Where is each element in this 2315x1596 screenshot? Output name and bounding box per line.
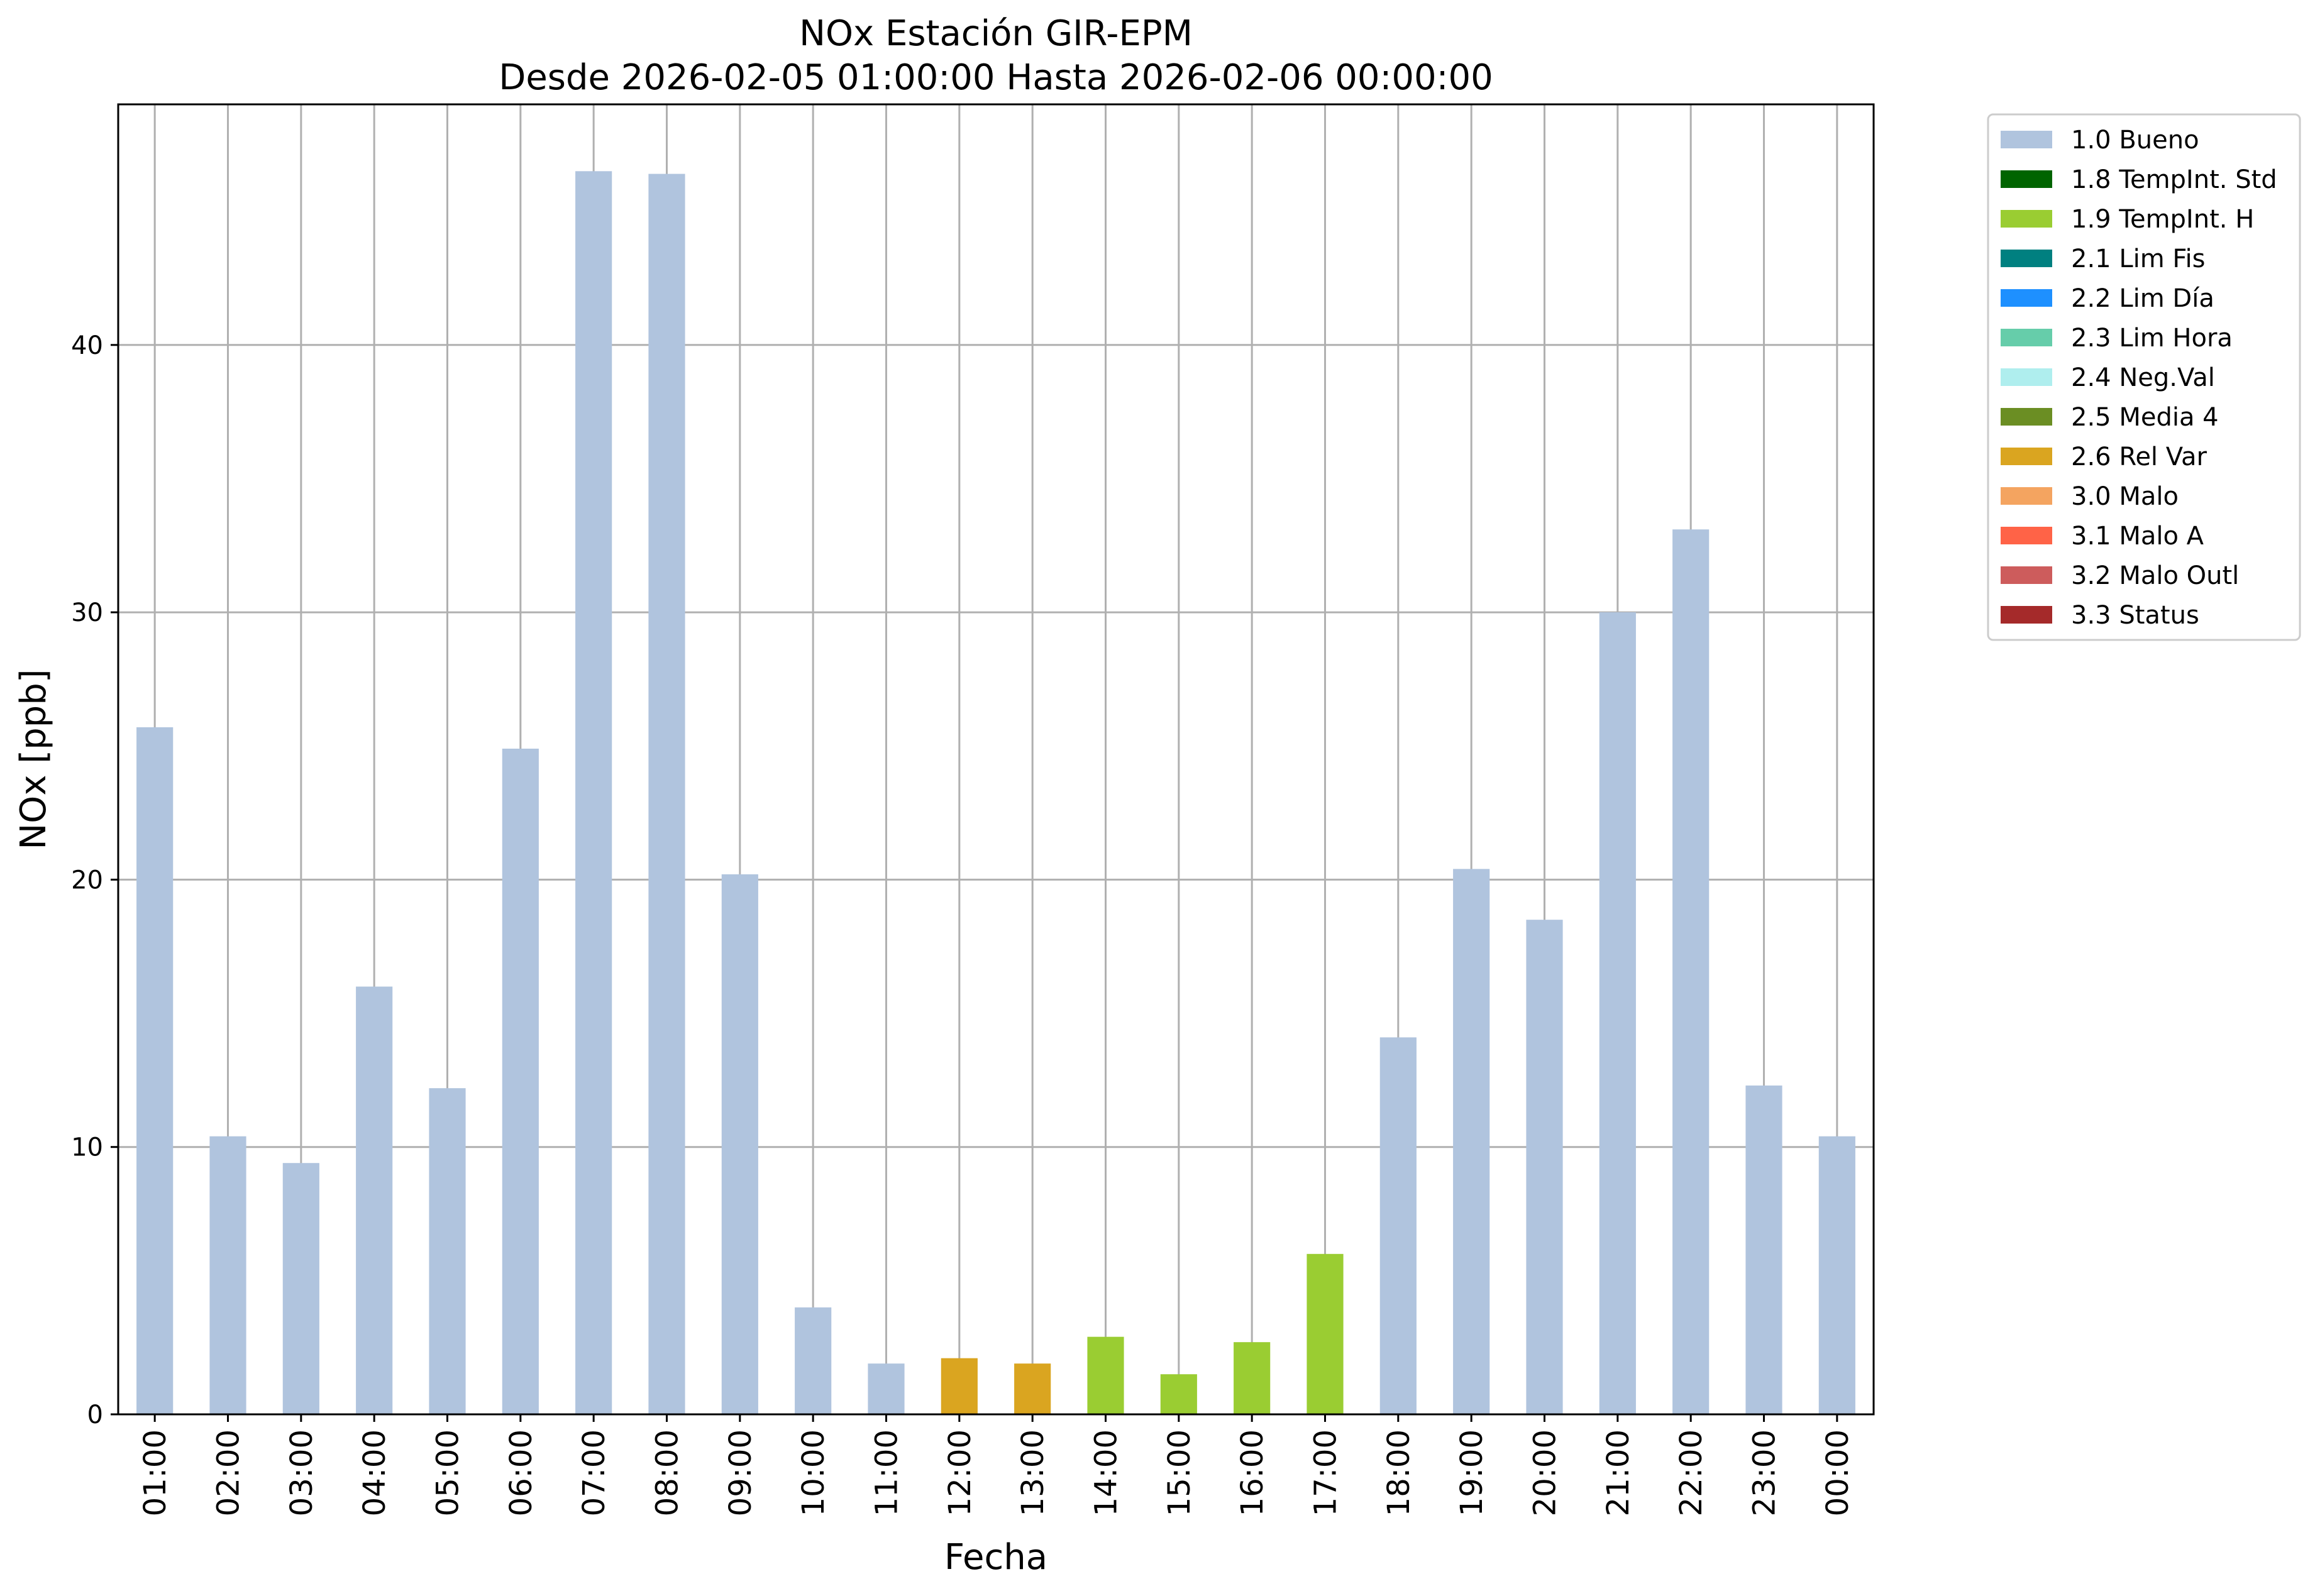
x-tick-label: 11:00 xyxy=(870,1429,905,1516)
x-tick-label: 06:00 xyxy=(504,1429,539,1516)
bar-2000 xyxy=(1526,920,1563,1414)
x-tick-label: 21:00 xyxy=(1601,1429,1636,1516)
x-tick-label: 23:00 xyxy=(1747,1429,1782,1516)
bar-0700 xyxy=(575,171,612,1414)
x-tick-label: 01:00 xyxy=(138,1429,173,1516)
x-axis-label: Fecha xyxy=(944,1537,1047,1578)
legend-items: 1.0 Bueno 1.8 TempInt. Std 1.9 TempInt. H 2… xyxy=(2001,126,2277,630)
legend-label: 2.6 Rel Var xyxy=(2071,443,2207,471)
legend-label: 3.2 Malo Outl xyxy=(2071,561,2239,590)
legend-label: 2.4 Neg.Val xyxy=(2071,363,2215,392)
y-tick-label: 40 xyxy=(71,331,103,360)
legend-swatch xyxy=(2001,566,2052,584)
x-tick-label: 22:00 xyxy=(1674,1429,1709,1516)
bar-layer xyxy=(136,171,1855,1415)
x-tick-label: 12:00 xyxy=(942,1429,978,1516)
bar-0000 xyxy=(1818,1136,1855,1414)
legend-frame xyxy=(1987,113,2301,641)
y-tick-label: 20 xyxy=(71,866,103,894)
bar-1300 xyxy=(1014,1363,1051,1414)
legend-label: 2.5 Media 4 xyxy=(2071,403,2219,432)
legend-swatch xyxy=(2001,448,2052,465)
x-tick-label: 08:00 xyxy=(650,1429,685,1516)
bar-0800 xyxy=(648,173,685,1414)
legend-label: 3.1 Malo A xyxy=(2071,522,2204,551)
bar-1500 xyxy=(1160,1374,1197,1414)
y-tick-label: 0 xyxy=(87,1401,103,1429)
legend-swatch xyxy=(2001,329,2052,346)
chart-subtitle: Desde 2026-02-05 01:00:00 Hasta 2026-02-… xyxy=(499,57,1493,98)
bar-1400 xyxy=(1087,1336,1124,1414)
bar-1700 xyxy=(1307,1253,1344,1414)
tick-layer: 01:00 02:00 03:00 04:00 05:00 06:00 07:00 08:00… xyxy=(71,331,1855,1517)
y-tick-label: 30 xyxy=(71,598,103,627)
plot-frame xyxy=(117,103,1875,1416)
x-tick-label: 17:00 xyxy=(1308,1429,1344,1516)
legend-label: 1.9 TempInt. H xyxy=(2071,205,2254,234)
y-tick-label: 10 xyxy=(71,1133,103,1162)
legend-label: 2.1 Lim Fis xyxy=(2071,245,2205,273)
bar-1800 xyxy=(1379,1037,1417,1414)
bar-0900 xyxy=(721,874,758,1414)
x-tick-label: 13:00 xyxy=(1015,1429,1051,1516)
bar-0600 xyxy=(502,748,539,1414)
y-axis-label: NOx [ppb] xyxy=(13,669,54,849)
x-tick-label: 10:00 xyxy=(796,1429,831,1516)
legend-swatch xyxy=(2001,170,2052,188)
chart-title: NOx Estación GIR-EPM xyxy=(799,13,1193,54)
x-tick-label: 18:00 xyxy=(1381,1429,1417,1516)
legend-swatch xyxy=(2001,210,2052,228)
x-tick-label: 19:00 xyxy=(1454,1429,1489,1516)
bar-0100 xyxy=(136,727,174,1414)
x-tick-label: 02:00 xyxy=(211,1429,246,1516)
x-tick-label: 09:00 xyxy=(723,1429,758,1516)
x-tick-label: 20:00 xyxy=(1528,1429,1563,1516)
bar-0400 xyxy=(356,986,393,1414)
legend-swatch xyxy=(2001,289,2052,307)
bar-2100 xyxy=(1599,612,1636,1415)
bar-2200 xyxy=(1672,529,1710,1414)
legend-swatch xyxy=(2001,250,2052,267)
legend-label: 2.2 Lim Día xyxy=(2071,284,2214,313)
bar-0300 xyxy=(282,1163,319,1414)
bar-0200 xyxy=(209,1136,246,1414)
legend-swatch xyxy=(2001,487,2052,505)
x-tick-label: 14:00 xyxy=(1089,1429,1124,1516)
legend-swatch xyxy=(2001,368,2052,386)
legend-swatch xyxy=(2001,131,2052,148)
bar-1200 xyxy=(941,1358,978,1414)
legend-swatch xyxy=(2001,527,2052,544)
x-tick-label: 03:00 xyxy=(284,1429,319,1516)
legend-label: 3.0 Malo xyxy=(2071,482,2179,511)
bar-0500 xyxy=(429,1088,466,1414)
legend-label: 2.3 Lim Hora xyxy=(2071,324,2233,353)
legend-label: 1.8 TempInt. Std xyxy=(2071,165,2277,194)
bar-1100 xyxy=(868,1363,905,1414)
x-tick-label: 05:00 xyxy=(431,1429,466,1516)
x-tick-label: 16:00 xyxy=(1235,1429,1270,1516)
legend-label: 3.3 Status xyxy=(2071,601,2199,630)
bar-1000 xyxy=(795,1307,832,1414)
bar-1600 xyxy=(1234,1342,1271,1414)
x-tick-label: 04:00 xyxy=(357,1429,392,1516)
legend-swatch xyxy=(2001,606,2052,624)
bar-2300 xyxy=(1745,1085,1782,1414)
legend-label: 1.0 Bueno xyxy=(2071,126,2199,155)
legend-swatch xyxy=(2001,408,2052,426)
x-tick-label: 07:00 xyxy=(577,1429,612,1516)
x-tick-label: 00:00 xyxy=(1820,1429,1855,1516)
legend: 1.0 Bueno 1.8 TempInt. Std 1.9 TempInt. H 2… xyxy=(1987,113,2301,641)
x-tick-label: 15:00 xyxy=(1162,1429,1197,1516)
bar-1900 xyxy=(1453,869,1490,1414)
